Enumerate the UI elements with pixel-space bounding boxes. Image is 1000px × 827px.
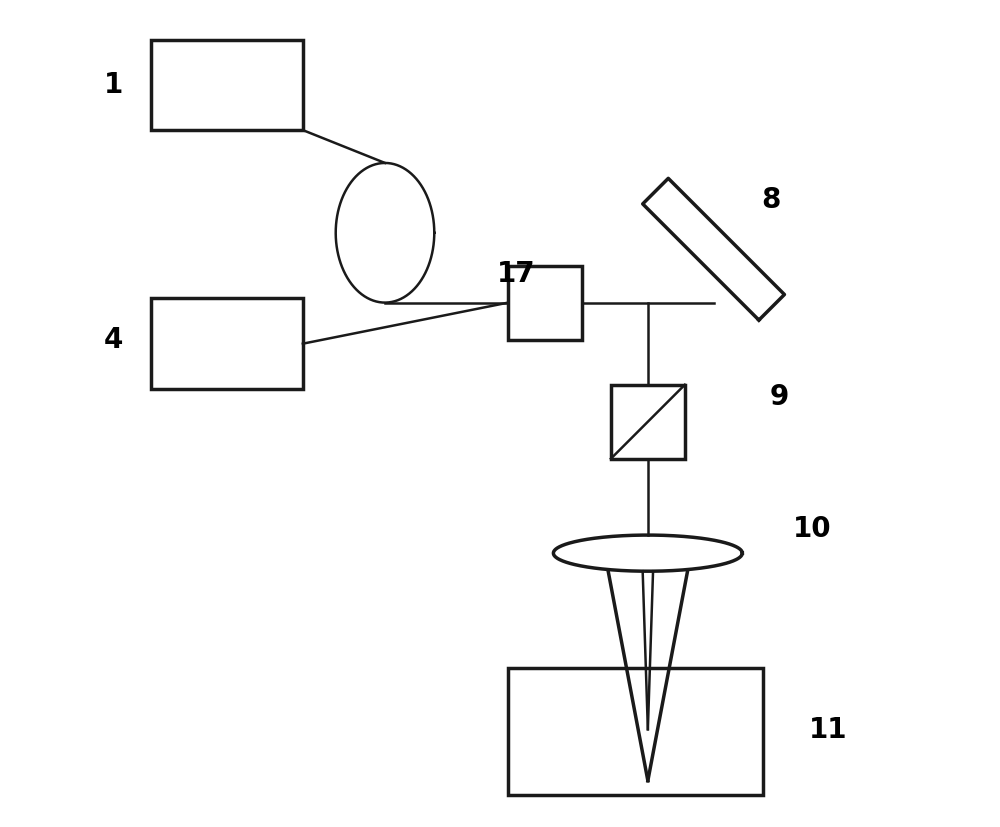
Bar <box>611 385 685 459</box>
Text: 9: 9 <box>770 383 789 411</box>
Bar <box>508 668 763 796</box>
Text: 4: 4 <box>104 326 124 354</box>
Bar <box>151 40 303 130</box>
Text: 1: 1 <box>104 71 124 99</box>
Text: 8: 8 <box>761 186 781 214</box>
Text: 10: 10 <box>793 514 831 543</box>
Bar <box>508 265 582 340</box>
Bar <box>151 299 303 389</box>
Text: 17: 17 <box>497 260 536 288</box>
Text: 11: 11 <box>809 715 848 743</box>
